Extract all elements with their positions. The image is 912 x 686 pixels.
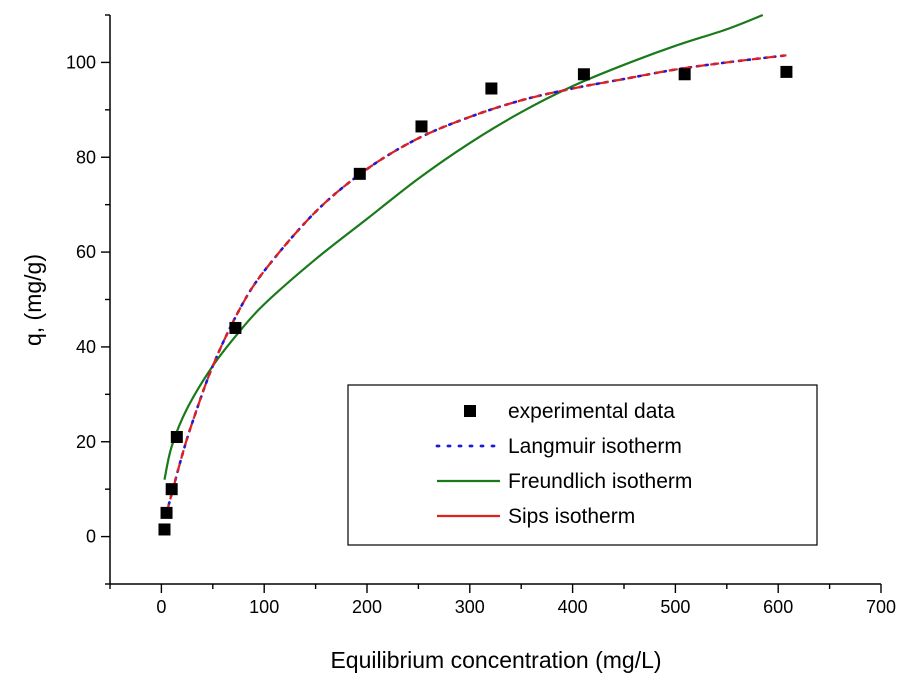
plot-area: 0 100 200 300 400 500 600 700 0 20 40 60 80 100	[66, 13, 896, 617]
y-axis-ticks: 0 20 40 60 80 100	[66, 14, 110, 585]
x-axis-title: Equilibrium concentration (mg/L)	[330, 647, 661, 673]
legend-items: experimental data Langmuir isotherm Freund…	[435, 400, 692, 528]
legend-item: experimental data	[464, 400, 675, 423]
legend-label: Sips isotherm	[508, 505, 635, 528]
y-tick-label: 40	[76, 337, 96, 357]
y-tick-label: 100	[66, 52, 96, 72]
x-tick-label: 100	[249, 597, 279, 617]
y-tick-label: 0	[86, 527, 96, 547]
experimental-points	[158, 65, 793, 536]
legend-box	[347, 384, 818, 546]
x-tick-label: 300	[455, 597, 485, 617]
x-tick-label: 600	[763, 597, 793, 617]
freundlich-isotherm-line	[163, 13, 764, 480]
sips-isotherm-line	[165, 54, 787, 514]
legend: experimental data Langmuir isotherm Freund…	[347, 384, 818, 546]
x-tick-label: 400	[558, 597, 588, 617]
y-tick-label: 60	[76, 242, 96, 262]
y-tick-label: 80	[76, 147, 96, 167]
x-axis-ticks: 0 100 200 300 400 500 600 700	[109, 584, 896, 617]
series-lines	[163, 13, 788, 515]
y-axis-title: q, (mg/g)	[20, 254, 46, 346]
x-tick-label: 200	[352, 597, 382, 617]
legend-item: Sips isotherm	[437, 505, 635, 528]
data-point	[678, 68, 691, 81]
data-point	[485, 82, 498, 95]
legend-label: Freundlich isotherm	[508, 470, 692, 493]
legend-marker-square	[464, 405, 476, 417]
legend-item: Langmuir isotherm	[435, 435, 682, 458]
data-point	[170, 431, 183, 444]
data-point	[160, 506, 173, 519]
x-tick-label: 700	[866, 597, 896, 617]
legend-label: Langmuir isotherm	[508, 435, 682, 458]
y-tick-label: 20	[76, 432, 96, 452]
legend-item: Freundlich isotherm	[437, 470, 692, 493]
x-tick-label: 500	[660, 597, 690, 617]
data-point	[165, 483, 178, 496]
data-point	[353, 167, 366, 180]
x-tick-label: 0	[156, 597, 166, 617]
legend-label: experimental data	[508, 400, 675, 423]
data-point	[577, 68, 590, 81]
data-point	[415, 120, 428, 133]
data-point	[229, 321, 242, 334]
data-point	[158, 523, 171, 536]
data-point	[780, 65, 793, 78]
